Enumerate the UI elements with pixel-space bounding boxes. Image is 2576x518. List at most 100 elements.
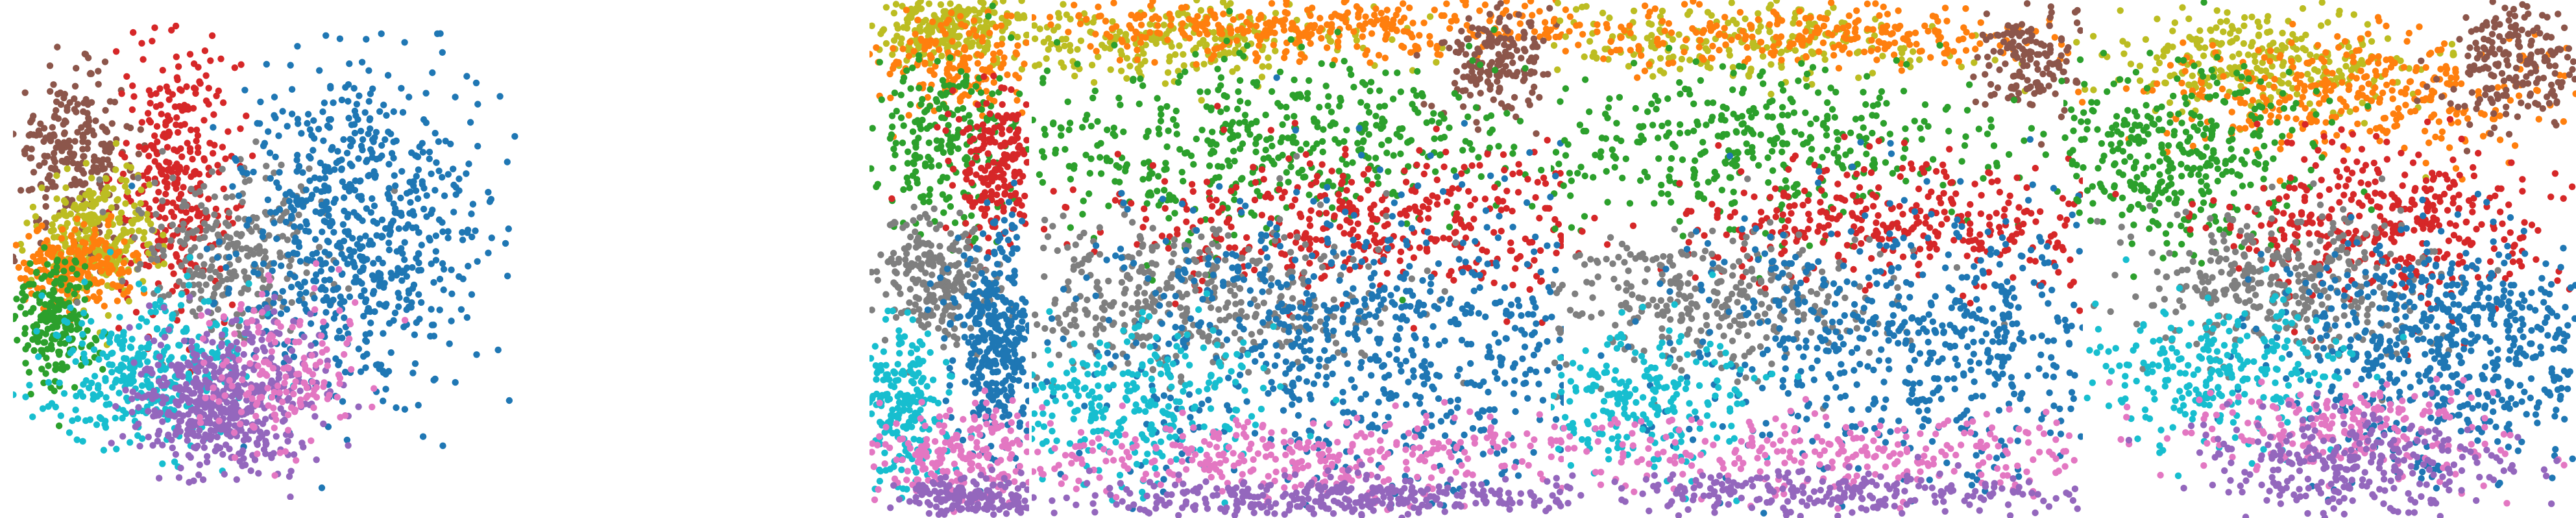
data-point [297, 290, 304, 298]
data-point [487, 195, 495, 203]
data-point [992, 407, 1000, 414]
data-point [370, 217, 377, 225]
data-point [91, 226, 99, 233]
data-point [222, 219, 230, 227]
data-point [927, 470, 935, 477]
data-point [27, 308, 34, 315]
data-point [346, 60, 353, 68]
data-point [1001, 142, 1009, 149]
data-point [957, 452, 964, 459]
data-point [192, 85, 199, 93]
data-point [104, 254, 111, 262]
data-point [328, 146, 335, 153]
data-point [359, 146, 366, 154]
data-point [180, 337, 188, 345]
data-point [252, 138, 260, 145]
data-point [43, 261, 51, 268]
data-point [203, 458, 211, 465]
data-point [311, 306, 319, 314]
data-point [910, 47, 917, 55]
data-point [273, 433, 280, 440]
data-point [221, 392, 228, 399]
data-point [265, 272, 272, 279]
data-point [432, 248, 439, 255]
data-point [869, 354, 875, 362]
data-point [1024, 158, 1029, 166]
data-point [143, 318, 151, 325]
data-point [120, 226, 127, 234]
data-point [998, 40, 1006, 48]
cluster-6 [924, 179, 1029, 499]
data-point [936, 46, 943, 53]
data-point [119, 332, 127, 339]
data-point [991, 419, 999, 426]
data-point [319, 349, 326, 356]
data-point [905, 112, 912, 119]
data-point [128, 336, 136, 343]
data-point [261, 248, 269, 255]
data-point [260, 276, 267, 283]
data-point [249, 334, 256, 341]
data-point [251, 260, 258, 268]
data-point [1007, 427, 1014, 434]
data-point [159, 237, 166, 244]
data-point [170, 270, 177, 277]
data-point [73, 215, 81, 223]
data-point [362, 364, 369, 371]
data-point [891, 369, 899, 376]
data-point [159, 67, 166, 74]
data-point [223, 233, 230, 240]
data-point [231, 454, 239, 462]
data-point [387, 269, 395, 277]
data-point [195, 471, 202, 478]
data-point [1005, 199, 1013, 206]
data-point [1014, 412, 1021, 419]
data-point [301, 278, 308, 286]
data-point [245, 253, 252, 260]
data-point [341, 194, 348, 201]
data-point [154, 438, 161, 445]
panel-1 [13, 23, 518, 500]
data-point [182, 209, 190, 216]
data-point [923, 286, 930, 293]
data-point [96, 176, 103, 183]
data-point [193, 127, 200, 134]
data-point [124, 188, 131, 195]
data-point [1009, 308, 1016, 315]
data-point [961, 334, 968, 341]
data-point [290, 383, 298, 391]
data-point [393, 248, 400, 255]
data-point [237, 305, 244, 313]
data-point [428, 306, 435, 313]
data-point [199, 476, 207, 484]
data-point [165, 326, 173, 333]
data-point [384, 71, 392, 79]
data-point [162, 214, 169, 222]
data-point [163, 173, 171, 180]
data-point [202, 367, 210, 375]
data-point [992, 360, 1000, 368]
data-point [20, 259, 28, 267]
data-point [231, 64, 238, 71]
data-point [399, 250, 406, 257]
data-point [916, 306, 923, 313]
data-point [380, 367, 387, 375]
data-point [362, 298, 369, 306]
data-point [144, 358, 151, 365]
data-point [250, 168, 257, 176]
data-point [912, 139, 919, 146]
data-point [378, 232, 385, 240]
data-point [502, 240, 509, 247]
data-point [306, 126, 314, 133]
data-point [30, 169, 38, 176]
data-point [890, 463, 897, 471]
data-point [149, 441, 156, 449]
data-point [906, 286, 914, 293]
data-point [167, 237, 175, 244]
data-point [210, 124, 217, 131]
data-point [996, 269, 1004, 277]
data-point [1008, 34, 1015, 42]
data-point [48, 335, 56, 343]
data-point [116, 314, 123, 321]
data-point [978, 269, 986, 277]
